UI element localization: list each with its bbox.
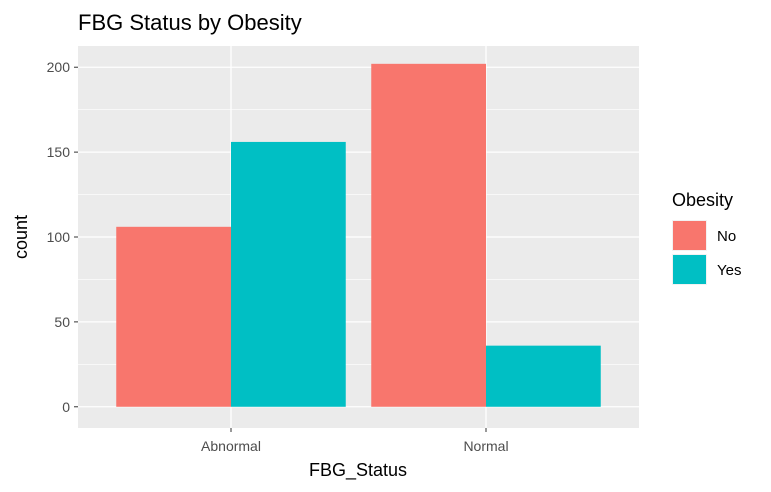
legend-label-yes: Yes [717,262,741,279]
legend-title: Obesity [672,190,733,210]
x-axis-title: FBG_Status [309,460,407,481]
legend-swatch-no [673,221,706,250]
bar-normal-yes [486,345,601,407]
x-tick-label: Normal [463,438,508,454]
bar-abnormal-no [116,226,231,407]
bar-normal-no [371,63,486,407]
chart-title: FBG Status by Obesity [78,10,302,35]
bars [116,63,601,407]
legend-label-no: No [717,228,736,245]
y-axis-title: count [11,215,31,259]
y-tick-label: 100 [47,229,71,245]
y-tick-label: 0 [62,399,70,415]
legend-swatch-yes [673,255,706,284]
y-axis: 0 50 100 150 200 [47,59,78,415]
x-axis: Abnormal Normal [201,428,509,454]
y-tick-label: 50 [54,314,70,330]
bar-abnormal-yes [231,141,346,407]
x-tick-label: Abnormal [201,438,261,454]
y-tick-label: 150 [47,144,71,160]
y-tick-label: 200 [47,59,71,75]
legend: Obesity No Yes [672,190,741,285]
